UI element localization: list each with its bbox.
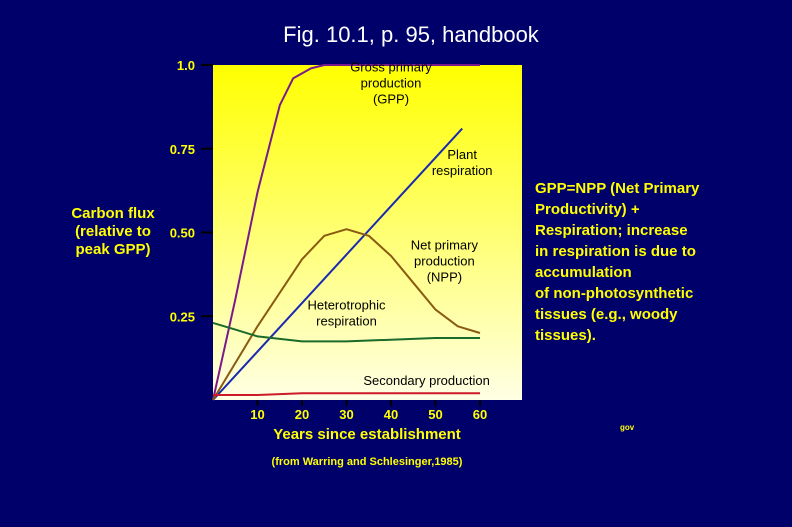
series-line (212, 321, 480, 343)
note-line: tissues (e.g., woody (535, 306, 678, 323)
series-annotation: Secondary production (363, 373, 489, 388)
series-line (212, 127, 463, 401)
series-annotation: Plant respiration (432, 147, 493, 178)
x-tick-label: 40 (384, 407, 398, 422)
annotation-line: Gross primary (350, 60, 432, 75)
explanation-note: GPP=NPP (Net Primary Productivity) + Res… (535, 178, 785, 346)
note-line: Productivity) + (535, 201, 640, 218)
y-axis-label: Carbon flux (relative to peak GPP) (52, 205, 174, 259)
annotation-line: production (414, 253, 475, 268)
x-tick-label: 50 (428, 407, 442, 422)
annotation-line: Net primary (411, 237, 479, 252)
note-line: GPP=NPP (Net Primary (535, 180, 700, 197)
y-tick-label: 0.75 (170, 142, 195, 157)
series-line (212, 64, 480, 401)
note-line: in respiration is due to (535, 243, 696, 260)
annotation-line: Heterotrophic (307, 298, 386, 313)
series-line (212, 228, 481, 401)
note-line: of non-photosynthetic (535, 285, 694, 302)
series-annotation: Gross primary production (GPP) (350, 60, 432, 107)
x-tick-label: 10 (250, 407, 264, 422)
y-axis-label-line: Carbon flux (71, 205, 155, 222)
y-axis-label-line: peak GPP) (75, 241, 151, 258)
annotation-line: respiration (316, 314, 377, 329)
chart-title: Fig. 10.1, p. 95, handbook (283, 22, 539, 47)
x-tick-label: 60 (473, 407, 487, 422)
source-citation: (from Warring and Schlesinger,1985) (271, 456, 463, 468)
author-initials: gov (620, 423, 635, 432)
x-tick-label: 20 (295, 407, 309, 422)
series-line (213, 392, 480, 396)
annotation-line: respiration (432, 163, 493, 178)
series-annotation: Heterotrophic respiration (307, 298, 386, 329)
annotation-line: (NPP) (427, 269, 462, 284)
x-axis-label: Years since establishment (273, 426, 461, 443)
note-line: tissues). (535, 327, 596, 344)
y-tick-label: 0.50 (170, 226, 195, 241)
y-tick-label: 0.25 (170, 309, 195, 324)
y-axis-label-line: (relative to (75, 223, 151, 240)
series-annotation: Net primary production (NPP) (411, 237, 479, 284)
annotation-line: production (361, 76, 422, 91)
x-tick-label: 30 (339, 407, 353, 422)
note-line: accumulation (535, 264, 632, 281)
annotation-line: (GPP) (373, 92, 409, 107)
annotation-line: Secondary production (363, 373, 489, 388)
note-line: Respiration; increase (535, 222, 688, 239)
annotation-line: Plant (447, 147, 477, 162)
y-tick-label: 1.0 (177, 58, 195, 73)
